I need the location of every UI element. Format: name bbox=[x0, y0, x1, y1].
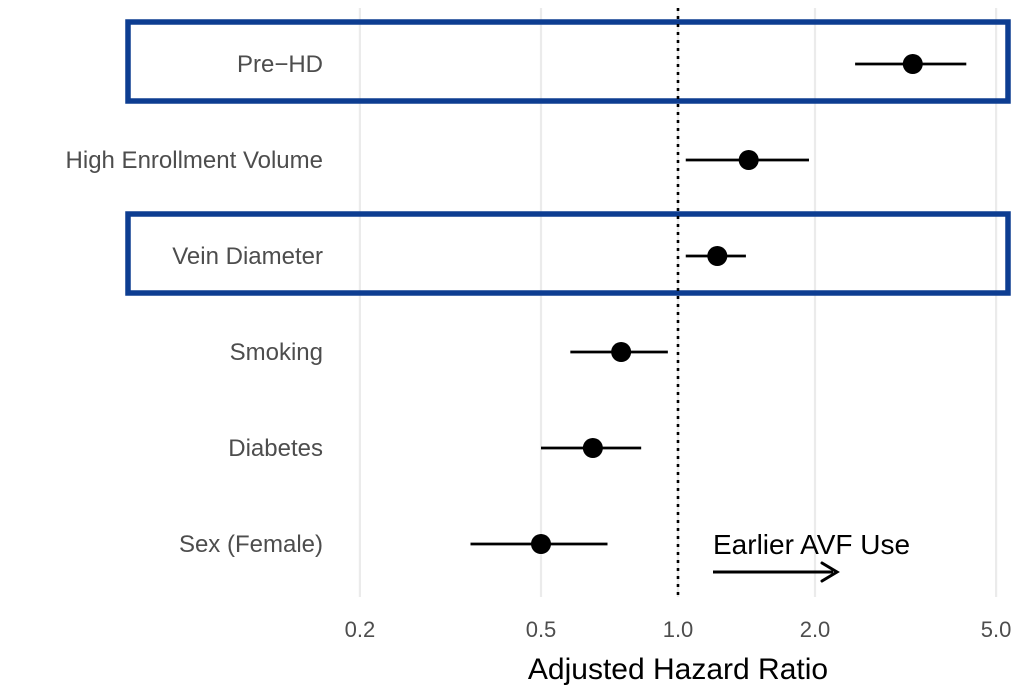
y-axis-label: Sex (Female) bbox=[179, 531, 323, 558]
estimate-point bbox=[707, 246, 728, 266]
annotation-arrow bbox=[713, 561, 840, 583]
y-axis-label: Smoking bbox=[230, 339, 323, 366]
x-tick-label: 2.0 bbox=[800, 617, 831, 642]
x-axis-ticks: 0.2 0.5 1.0 2.0 5.0 bbox=[345, 617, 1012, 642]
estimate-point bbox=[611, 342, 632, 362]
y-axis-labels: Pre−HD High Enrollment Volume Vein Diamete… bbox=[66, 51, 323, 558]
y-axis-label: Vein Diameter bbox=[172, 243, 323, 270]
highlight-box bbox=[125, 211, 1011, 296]
arrow-head bbox=[820, 561, 840, 583]
data-marks bbox=[470, 54, 967, 554]
y-axis-label: High Enrollment Volume bbox=[66, 147, 323, 174]
estimate-point bbox=[902, 54, 923, 74]
x-tick-label: 1.0 bbox=[663, 617, 694, 642]
x-tick-label: 0.2 bbox=[345, 617, 376, 642]
x-tick-label: 5.0 bbox=[981, 617, 1012, 642]
x-axis-title: Adjusted Hazard Ratio bbox=[528, 653, 828, 686]
highlight-box bbox=[125, 19, 1011, 104]
estimate-point bbox=[738, 150, 759, 170]
y-axis-label: Diabetes bbox=[228, 435, 323, 462]
annotation-text: Earlier AVF Use bbox=[713, 529, 910, 560]
estimate-point bbox=[582, 438, 603, 458]
estimate-point bbox=[531, 534, 551, 554]
y-axis-label: Pre−HD bbox=[237, 51, 323, 78]
x-tick-label: 0.5 bbox=[526, 617, 557, 642]
highlight-boxes bbox=[125, 19, 1011, 296]
